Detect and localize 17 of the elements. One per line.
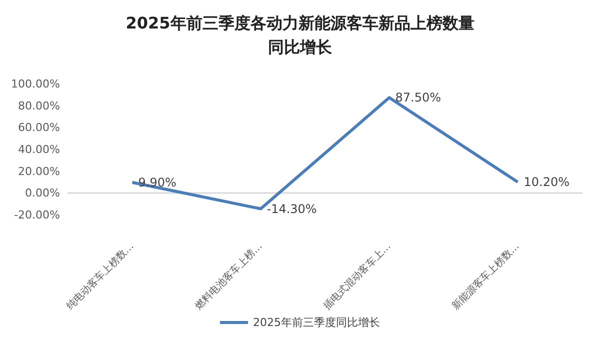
x-tick-label: 插电式混动客车上… <box>321 240 394 312</box>
legend-label: 2025年前三季度同比增长 <box>253 316 380 329</box>
x-tick-label: 新能源客车上榜数… <box>450 240 522 312</box>
y-tick-label: -20.00% <box>14 208 60 222</box>
data-label: 10.20% <box>524 175 570 190</box>
y-tick-label: 60.00% <box>18 121 60 134</box>
chart-title: 2025年前三季度各动力新能源客车新品上榜数量同比增长 <box>126 14 474 56</box>
x-tick-label: 纯电动客车上榜数… <box>64 240 136 312</box>
y-tick-label: 20.00% <box>18 164 60 178</box>
y-tick-label: 80.00% <box>18 99 60 112</box>
x-tick-label: 燃料电池客车上榜… <box>192 240 265 312</box>
y-tick-label: 40.00% <box>18 143 60 156</box>
y-tick-label: 100.00% <box>11 78 60 90</box>
data-label: -14.30% <box>266 202 317 216</box>
data-label: 87.50% <box>395 90 442 105</box>
data-label: 9.90% <box>138 175 176 190</box>
y-tick-label: 0.00% <box>25 186 60 200</box>
